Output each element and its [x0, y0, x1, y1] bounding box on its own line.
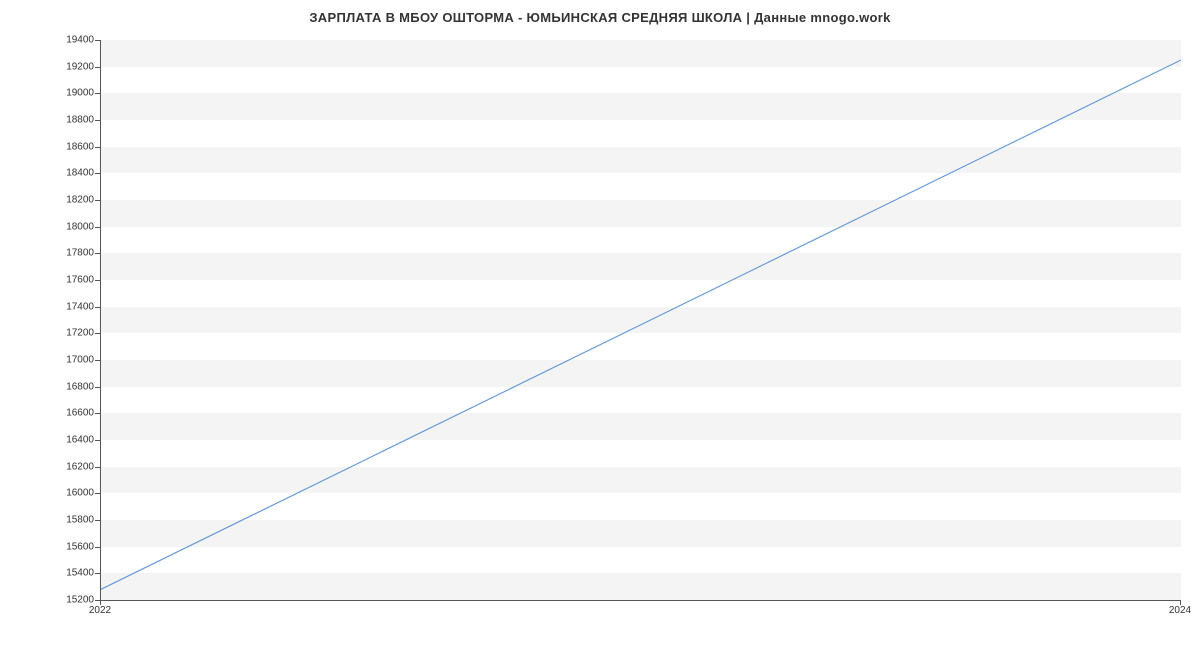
y-tick-label: 16800 — [54, 381, 94, 392]
y-tick-label: 17800 — [54, 248, 94, 259]
y-tick-label: 17600 — [54, 275, 94, 286]
chart-title: ЗАРПЛАТА В МБОУ ОШТОРМА - ЮМЬИНСКАЯ СРЕД… — [0, 0, 1200, 25]
y-tick-label: 19400 — [54, 35, 94, 46]
salary-line-chart: ЗАРПЛАТА В МБОУ ОШТОРМА - ЮМЬИНСКАЯ СРЕД… — [0, 0, 1200, 650]
y-tick-label: 16400 — [54, 435, 94, 446]
y-tick-label: 17400 — [54, 301, 94, 312]
y-tick-label: 17000 — [54, 355, 94, 366]
plot-area — [100, 40, 1181, 601]
y-tick-label: 15200 — [54, 595, 94, 606]
y-tick-label: 18400 — [54, 168, 94, 179]
y-tick-label: 18600 — [54, 141, 94, 152]
y-tick-label: 18800 — [54, 115, 94, 126]
y-tick-label: 16600 — [54, 408, 94, 419]
x-tick-label: 2024 — [1169, 605, 1191, 616]
y-tick-label: 18200 — [54, 195, 94, 206]
y-tick-label: 15400 — [54, 568, 94, 579]
y-tick-label: 17200 — [54, 328, 94, 339]
line-series — [101, 40, 1181, 600]
y-tick-label: 16000 — [54, 488, 94, 499]
x-tick-label: 2022 — [89, 605, 111, 616]
y-tick-label: 15600 — [54, 541, 94, 552]
y-tick-label: 18000 — [54, 221, 94, 232]
y-tick-label: 16200 — [54, 461, 94, 472]
y-tick-label: 19200 — [54, 61, 94, 72]
y-tick-label: 19000 — [54, 88, 94, 99]
y-tick-label: 15800 — [54, 515, 94, 526]
